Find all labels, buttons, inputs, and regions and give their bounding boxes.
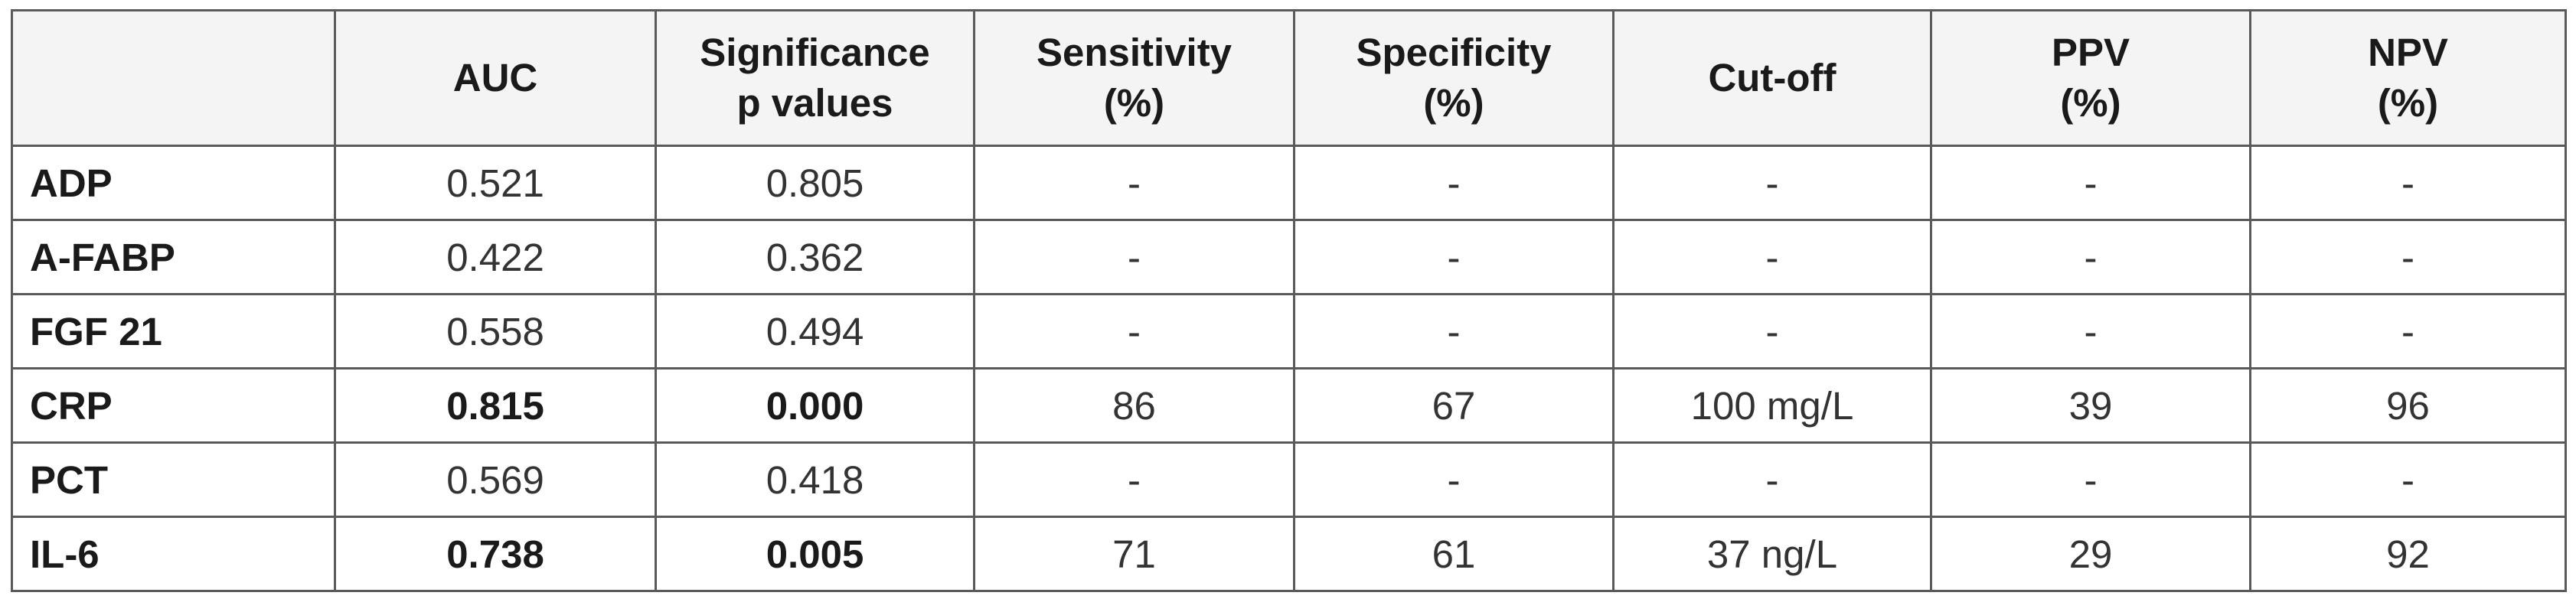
p-value-cell: 0.805 — [655, 145, 975, 221]
ppv-cell: 29 — [1930, 516, 2251, 592]
table-row: PCT 0.569 0.418- - - - - — [11, 441, 2567, 518]
row-label-cell: ADP — [11, 145, 336, 221]
header-ppv: PPV (%) — [1930, 9, 2251, 147]
auc-cell: 0.521 — [334, 145, 657, 221]
table-row: FGF 21 0.558 0.494- - - - - — [11, 293, 2567, 369]
sensitivity-cell: 86 — [973, 367, 1295, 444]
p-value-cell: 0.005 — [655, 516, 975, 592]
sensitivity-cell: - — [973, 219, 1295, 295]
npv-cell: 96 — [2249, 367, 2567, 444]
auc-cell: 0.422 — [334, 219, 657, 295]
header-ppv-line2: (%) — [2060, 81, 2121, 125]
row-label-cell: PCT — [11, 441, 336, 518]
npv-cell: - — [2249, 145, 2567, 221]
table-row: A-FABP 0.422 0.362- - - - - — [11, 219, 2567, 295]
table-body: ADP 0.521 0.805- - - - - A-FABP 0.422 0.362- - - - - F… — [11, 145, 2567, 592]
table-row: IL-6 0.738 0.005 71 61 37 ng/L 29 92 — [11, 516, 2567, 592]
sensitivity-cell: - — [973, 293, 1295, 369]
sensitivity-cell: 71 — [973, 516, 1295, 592]
header-specificity-line2: (%) — [1423, 81, 1484, 125]
specificity-cell: 67 — [1293, 367, 1614, 444]
p-value-cell: 0.362 — [655, 219, 975, 295]
header-cutoff: Cut-off — [1612, 9, 1932, 147]
header-sensitivity-line1: Sensitivity — [1036, 31, 1232, 74]
row-label-cell: A-FABP — [11, 219, 336, 295]
cutoff-cell: 100 mg/L — [1612, 367, 1932, 444]
p-value-cell: 0.418 — [655, 441, 975, 518]
header-npv: NPV (%) — [2249, 9, 2567, 147]
p-value-cell: 0.494 — [655, 293, 975, 369]
header-npv-line1: NPV — [2368, 31, 2448, 74]
auc-cell: 0.815 — [334, 367, 657, 444]
header-significance-line2: p values — [736, 81, 893, 125]
ppv-cell: 39 — [1930, 367, 2251, 444]
sensitivity-cell: - — [973, 441, 1295, 518]
cutoff-cell: 37 ng/L — [1612, 516, 1932, 592]
header-cutoff-label: Cut-off — [1708, 56, 1837, 99]
specificity-cell: - — [1293, 219, 1614, 295]
header-npv-line2: (%) — [2377, 81, 2439, 125]
header-specificity: Specificity (%) — [1293, 9, 1614, 147]
row-label-cell: CRP — [11, 367, 336, 444]
header-sensitivity: Sensitivity (%) — [973, 9, 1295, 147]
ppv-cell: - — [1930, 219, 2251, 295]
table-row: ADP 0.521 0.805- - - - - — [11, 145, 2567, 221]
header-empty-cell — [11, 9, 336, 147]
specificity-cell: - — [1293, 293, 1614, 369]
header-ppv-line1: PPV — [2051, 31, 2130, 74]
auc-cell: 0.738 — [334, 516, 657, 592]
auc-cell: 0.558 — [334, 293, 657, 369]
npv-cell: - — [2249, 441, 2567, 518]
header-significance: Significance p values — [655, 9, 975, 147]
auc-cell: 0.569 — [334, 441, 657, 518]
specificity-cell: 61 — [1293, 516, 1614, 592]
header-auc: AUC — [334, 9, 657, 147]
cutoff-cell: - — [1612, 219, 1932, 295]
specificity-cell: - — [1293, 145, 1614, 221]
specificity-cell: - — [1293, 441, 1614, 518]
table-container: AUC Significance p values Sensitivity (%… — [11, 9, 2567, 592]
ppv-cell: - — [1930, 293, 2251, 369]
npv-cell: 92 — [2249, 516, 2567, 592]
cutoff-cell: - — [1612, 293, 1932, 369]
row-label-cell: FGF 21 — [11, 293, 336, 369]
npv-cell: - — [2249, 293, 2567, 369]
npv-cell: - — [2249, 219, 2567, 295]
sensitivity-cell: - — [973, 145, 1295, 221]
row-label-cell: IL-6 — [11, 516, 336, 592]
header-row: AUC Significance p values Sensitivity (%… — [11, 9, 2567, 147]
ppv-cell: - — [1930, 145, 2251, 221]
header-auc-label: AUC — [452, 56, 538, 99]
header-specificity-line1: Specificity — [1356, 31, 1552, 74]
cutoff-cell: - — [1612, 441, 1932, 518]
header-sensitivity-line2: (%) — [1103, 81, 1165, 125]
biomarker-roc-table: AUC Significance p values Sensitivity (%… — [11, 9, 2567, 592]
cutoff-cell: - — [1612, 145, 1932, 221]
header-significance-line1: Significance — [700, 31, 930, 74]
table-row: CRP 0.815 0.000 86 67 100 mg/L 39 96 — [11, 367, 2567, 444]
ppv-cell: - — [1930, 441, 2251, 518]
p-value-cell: 0.000 — [655, 367, 975, 444]
